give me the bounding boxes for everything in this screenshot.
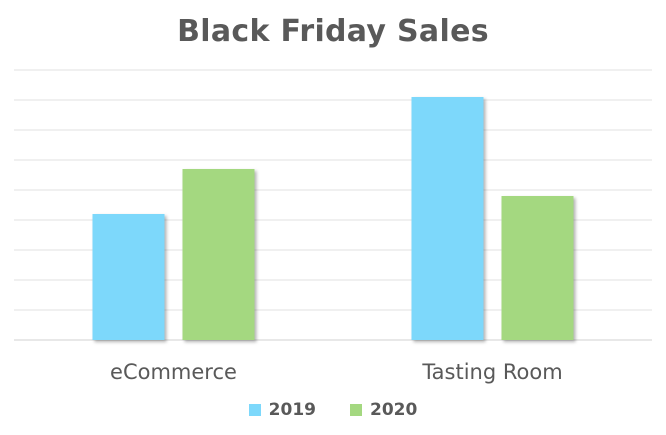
category-labels: eCommerce Tasting Room <box>110 360 563 384</box>
category-label: eCommerce <box>110 360 237 384</box>
legend-label-2019: 2019 <box>268 400 316 420</box>
legend: 2019 2020 <box>0 400 666 420</box>
category-label: Tasting Room <box>421 360 562 384</box>
plot-area: eCommerce Tasting Room <box>14 69 652 384</box>
legend-item-2020: 2020 <box>350 400 417 420</box>
bar-2019-ecommerce <box>92 214 165 340</box>
legend-swatch-2019 <box>248 404 261 416</box>
chart-title: Black Friday Sales <box>177 14 489 49</box>
bar-2020-tasting-room <box>501 196 574 340</box>
legend-swatch-2020 <box>350 404 362 416</box>
bar-2020-ecommerce <box>182 169 255 340</box>
legend-label-2020: 2020 <box>370 400 418 420</box>
bars <box>92 97 574 340</box>
bar-2019-tasting-room <box>411 97 484 340</box>
legend-item-2019: 2019 <box>248 400 316 420</box>
